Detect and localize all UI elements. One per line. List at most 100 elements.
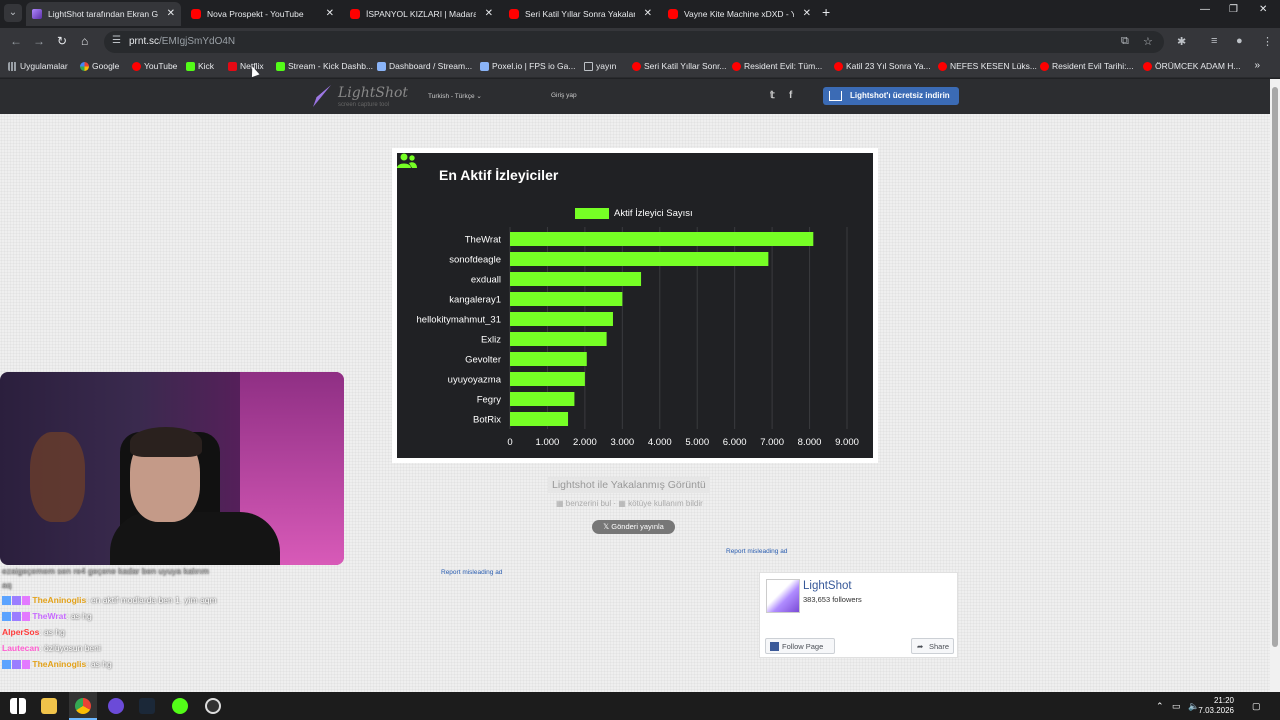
youtube-icon [938, 62, 947, 71]
chat-text: : as hg [39, 627, 65, 637]
bookmark-item[interactable]: Netflix [228, 61, 264, 71]
apps-icon [8, 62, 17, 71]
language-select[interactable]: Turkish - Türkçe ⌄ [428, 93, 482, 100]
close-window-button[interactable]: ✕ [1259, 4, 1268, 15]
volume-icon[interactable]: 🔈 [1188, 701, 1200, 711]
bar[interactable] [510, 392, 575, 406]
bar[interactable] [510, 372, 585, 386]
minimize-button[interactable]: — [1200, 4, 1210, 15]
browser-tab[interactable]: Nova Prospekt - YouTube ✕ [185, 2, 340, 26]
facebook-icon[interactable]: f [789, 90, 793, 101]
bar[interactable] [510, 272, 642, 286]
bookmark-item[interactable]: ÖRÜMCEK ADAM H... [1143, 61, 1240, 71]
chat-username[interactable]: TheAninoglis [32, 659, 87, 669]
bookmark-item[interactable]: Stream - Kick Dashb... [276, 61, 373, 71]
page-scrollbar[interactable] [1270, 79, 1280, 692]
browser-tab[interactable]: İSPANYOL KIZLARI | Madara Ol ✕ [344, 2, 499, 26]
tray-expand-icon[interactable]: ⌃ [1156, 701, 1164, 711]
tab-title: İSPANYOL KIZLARI | Madara Ol [366, 9, 476, 19]
more-bookmarks-icon[interactable]: » [1254, 60, 1260, 71]
download-button[interactable]: Lightshot'ı ücretsiz indirin [823, 87, 959, 105]
browser-toolbar: ← → ↻ ⌂ ☰ prnt.sc/EMIgjSmYdO4N ⧉ ☆ ✱ ≡ ●… [0, 28, 1280, 56]
home-button[interactable]: ⌂ [81, 34, 89, 48]
bookmark-item[interactable]: Resident Evil Tarihi:... [1040, 61, 1134, 71]
browser-tab[interactable]: LightShot tarafından Ekran Görü ✕ [26, 2, 181, 26]
category-label: Exliz [481, 335, 501, 346]
twitter-icon[interactable]: 𝕥 [770, 90, 775, 101]
scrollbar-thumb[interactable] [1272, 87, 1278, 647]
bookmark-item[interactable]: YouTube [132, 61, 177, 71]
report-abuse-link[interactable]: kötüye kullanım bildir [628, 499, 703, 508]
reload-button[interactable]: ↻ [57, 34, 68, 48]
bar[interactable] [510, 252, 769, 266]
tab-strip: ⌄ LightShot tarafından Ekran Görü✕Nova P… [0, 0, 1280, 28]
discord-icon[interactable] [108, 698, 124, 714]
bookmark-item[interactable]: Katil 23 Yıl Sonra Ya... [834, 61, 931, 71]
bookmark-item[interactable]: Google [80, 61, 119, 71]
bookmark-label: Resident Evil Tarihi:... [1052, 61, 1134, 71]
close-tab-icon[interactable]: ✕ [325, 8, 334, 19]
obs-icon[interactable] [205, 698, 221, 714]
reading-list-icon[interactable]: ≡ [1211, 35, 1218, 47]
chat-username[interactable]: TheWrat [32, 611, 67, 621]
legend-swatch[interactable] [575, 208, 609, 219]
find-similar-link[interactable]: benzerini bul [565, 499, 612, 508]
file-explorer-icon[interactable] [41, 698, 57, 714]
bookmark-item[interactable]: NEFES KESEN Lüks... [938, 61, 1037, 71]
notifications-icon[interactable]: ▢ [1252, 701, 1261, 711]
browser-tab[interactable]: Vayne Kite Machine xDXD - You ✕ [662, 2, 817, 26]
kick-app-icon[interactable] [172, 698, 188, 714]
bookmark-item[interactable]: Seri Katil Yıllar Sonr... [632, 61, 727, 71]
bar[interactable] [510, 352, 587, 366]
bookmark-item[interactable]: Resident Evil: Tüm... [732, 61, 822, 71]
chat-overlay: ezaigeçemem sen re4 geçene kadar ben uyu… [2, 564, 242, 672]
extensions-icon[interactable]: ✱ [1177, 36, 1187, 48]
close-tab-icon[interactable]: ✕ [166, 8, 175, 19]
lightshot-feather-icon[interactable] [313, 85, 331, 107]
install-app-icon[interactable]: ⧉ [1121, 35, 1129, 47]
bookmark-item[interactable]: Kick [186, 61, 214, 71]
bar[interactable] [510, 412, 569, 426]
x-tick-label: 0 [507, 437, 512, 448]
close-tab-icon[interactable]: ✕ [643, 8, 652, 19]
network-icon[interactable]: ▭ [1172, 701, 1181, 711]
report-ad-link[interactable]: Report misleading ad [441, 569, 503, 576]
new-tab-button[interactable]: + [822, 4, 831, 20]
forward-button[interactable]: → [33, 34, 45, 48]
bar[interactable] [510, 292, 623, 306]
back-button[interactable]: ← [10, 34, 22, 48]
bookmark-item[interactable]: yayın [584, 61, 616, 71]
menu-icon[interactable]: ⋮ [1262, 36, 1273, 48]
lightshot-logo[interactable]: LightShot [338, 85, 409, 101]
category-label: TheWrat [465, 235, 502, 246]
follow-page-button[interactable]: Follow Page [765, 638, 835, 654]
lightshot-page-avatar[interactable] [766, 579, 800, 613]
bar[interactable] [510, 312, 613, 326]
bar[interactable] [510, 232, 814, 246]
fb-page-name[interactable]: LightShot [803, 580, 852, 592]
chat-username[interactable]: Lautecan [2, 643, 40, 653]
post-button[interactable]: 𝕏 Gönderi yayınla [592, 520, 675, 534]
report-ad-link[interactable]: Report misleading ad [726, 548, 788, 555]
bookmark-item[interactable]: Dashboard / Stream... [377, 61, 472, 71]
bookmark-item[interactable]: Poxel.io | FPS io Ga... [480, 61, 575, 71]
windows-start-icon[interactable] [10, 698, 26, 714]
login-link[interactable]: Giriş yap [551, 92, 577, 99]
chat-username[interactable]: TheAninoglis [32, 595, 87, 605]
chrome-icon[interactable] [75, 698, 91, 714]
browser-tab[interactable]: Seri Katil Yıllar Sonra Yakalandı ✕ [503, 2, 658, 26]
close-tab-icon[interactable]: ✕ [802, 8, 811, 19]
share-button[interactable]: ➦ Share [911, 638, 954, 654]
chat-username[interactable]: AlperSos [2, 627, 40, 637]
close-tab-icon[interactable]: ✕ [484, 8, 493, 19]
bookmark-star-icon[interactable]: ☆ [1143, 36, 1153, 48]
system-clock[interactable]: 21:20 7.03.2026 [1198, 696, 1234, 716]
tab-search-button[interactable]: ⌄ [4, 4, 22, 22]
bar[interactable] [510, 332, 607, 346]
steam-icon[interactable] [139, 698, 155, 714]
profile-avatar[interactable]: ● [1236, 35, 1243, 47]
bookmark-item[interactable]: Uygulamalar [8, 61, 68, 71]
site-info-icon[interactable]: ☰ [112, 35, 121, 46]
restore-button[interactable]: ❐ [1229, 4, 1238, 15]
address-bar[interactable]: ☰ prnt.sc/EMIgjSmYdO4N [104, 31, 1164, 53]
